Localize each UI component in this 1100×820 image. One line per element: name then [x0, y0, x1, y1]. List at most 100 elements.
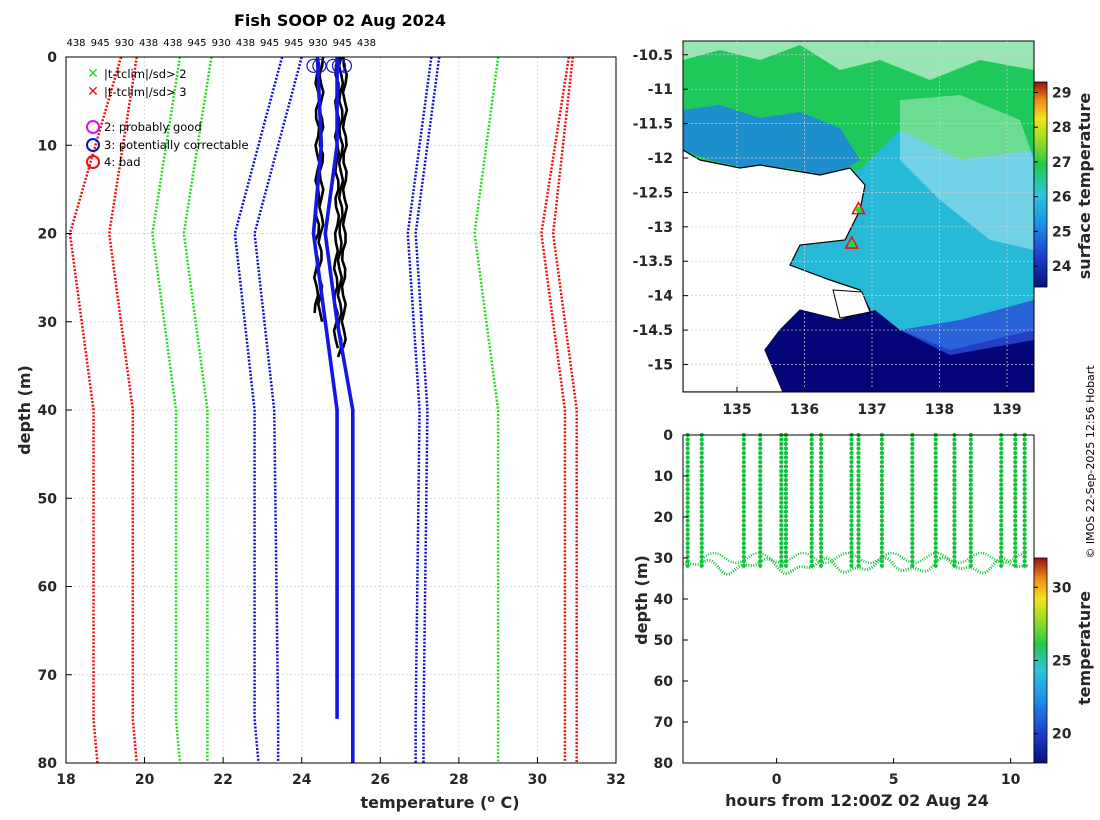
- cast-point: [968, 500, 973, 505]
- cast-point: [758, 500, 763, 505]
- cast-point: [1022, 455, 1027, 460]
- track-point-marker: [855, 206, 862, 213]
- cast-point: [741, 514, 746, 519]
- cast-point: [783, 441, 789, 447]
- cast-point: [952, 473, 957, 478]
- cast-point: [1013, 500, 1018, 505]
- profile-y-label: depth (m): [15, 365, 34, 455]
- cast-point: [779, 487, 784, 492]
- cast-point: [849, 536, 854, 541]
- cast-point: [779, 554, 784, 559]
- cast-point: [856, 550, 861, 555]
- cast-point: [741, 491, 746, 496]
- cast-point: [968, 459, 973, 465]
- cast-point: [741, 500, 746, 505]
- legend: ✕ |t-tclim|/sd> 2 ✕ |t-tclim|/sd> 3 2: p…: [86, 66, 249, 169]
- cast-point: [879, 450, 885, 456]
- cast-point: [968, 536, 973, 541]
- cast-point: [856, 563, 861, 568]
- cast-point: [933, 559, 938, 564]
- cast-point: [1013, 559, 1018, 564]
- map-y-tick-label: -13.5: [633, 254, 673, 270]
- cast-point: [952, 523, 957, 528]
- cast-point: [999, 509, 1004, 514]
- cast-point: [809, 487, 814, 492]
- cast-point: [818, 500, 824, 505]
- y-tick-label: 10: [38, 138, 58, 154]
- cast-point: [741, 505, 746, 510]
- cast-point: [741, 523, 746, 528]
- legend-red-circle-icon: [86, 155, 100, 169]
- cast-point: [879, 527, 885, 532]
- cast-point: [809, 541, 814, 546]
- cast-point: [968, 559, 973, 564]
- cast-point: [685, 527, 690, 532]
- cast-point: [856, 487, 861, 492]
- cast-point: [1013, 459, 1018, 465]
- cast-point: [968, 450, 973, 456]
- cast-point: [699, 509, 704, 514]
- cast-point: [999, 505, 1004, 510]
- time-y-tick-label: 0: [663, 428, 673, 444]
- cast-point: [783, 536, 789, 541]
- cast-point: [758, 450, 763, 456]
- cast-point: [968, 509, 973, 514]
- cast-point: [999, 450, 1004, 456]
- cast-point: [856, 523, 861, 528]
- qc-circle-marker: [331, 58, 347, 73]
- cast-point: [783, 496, 789, 501]
- cast-point: [1013, 446, 1018, 451]
- cast-point: [849, 554, 854, 559]
- cast-point: [779, 505, 784, 510]
- cast-point: [1022, 545, 1027, 550]
- cast-point: [699, 482, 704, 487]
- cast-point: [699, 536, 704, 541]
- cast-point: [783, 509, 789, 514]
- cast-point: [968, 441, 973, 447]
- cast-point: [809, 464, 814, 469]
- cast-point: [910, 473, 915, 478]
- cast-point: [699, 527, 704, 532]
- cast-point: [699, 500, 704, 505]
- cast-point: [699, 478, 704, 483]
- tow-track-line: [701, 551, 1029, 565]
- cast-point: [809, 491, 814, 496]
- cast-point: [1013, 523, 1018, 528]
- cast-point: [1022, 468, 1027, 474]
- legend-entry: 4: bad: [104, 155, 141, 169]
- cast-point: [741, 464, 746, 469]
- cast-point: [952, 437, 957, 442]
- cast-point: [1013, 509, 1018, 514]
- cast-point: [910, 478, 915, 483]
- legend-red-x-icon: ✕: [87, 84, 99, 100]
- cast-point: [1022, 554, 1027, 559]
- cast-point: [741, 518, 746, 523]
- cast-point: [783, 455, 789, 460]
- y-tick-label: 20: [38, 227, 58, 243]
- cast-point: [685, 550, 690, 555]
- cast-point: [741, 545, 746, 550]
- cast-id-label: 930: [115, 38, 134, 49]
- cast-point: [758, 482, 763, 487]
- cast-point: [856, 541, 861, 546]
- cast-point: [1022, 478, 1027, 483]
- cast-point: [783, 459, 789, 465]
- cast-point: [783, 505, 789, 510]
- cast-point: [758, 464, 763, 469]
- cast-point: [952, 446, 957, 451]
- cast-point: [685, 509, 690, 514]
- cast-point: [849, 496, 854, 501]
- cast-point: [933, 554, 938, 559]
- cast-point: [933, 505, 938, 510]
- cast-point: [685, 478, 690, 483]
- cast-point: [856, 450, 861, 456]
- cast-point: [999, 550, 1004, 555]
- cast-point: [809, 446, 814, 451]
- cast-point: [910, 437, 915, 442]
- cast-point: [699, 550, 704, 555]
- cast-point: [779, 523, 784, 528]
- cast-point: [1022, 536, 1027, 541]
- cast-point: [849, 441, 854, 447]
- cast-point: [1022, 500, 1027, 505]
